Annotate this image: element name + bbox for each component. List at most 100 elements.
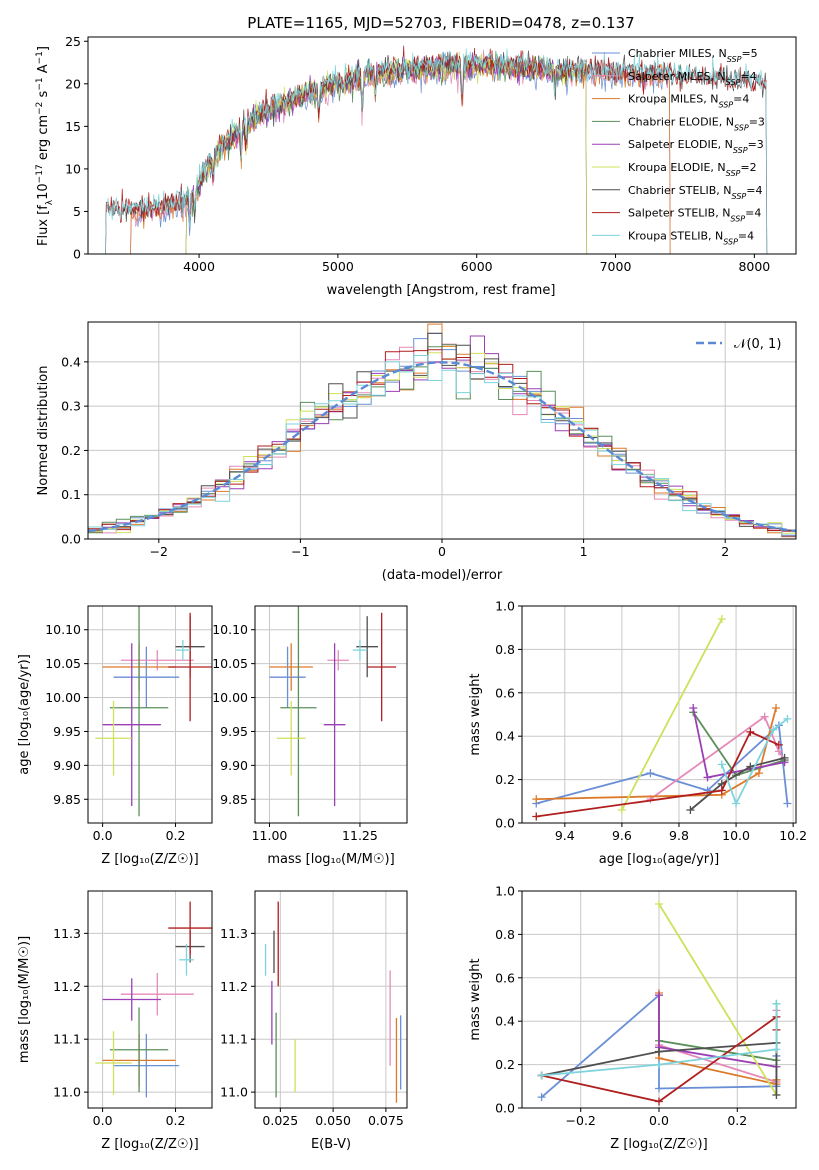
y-tick-label: 10.05 — [212, 656, 248, 671]
x-tick-label: 0.0 — [93, 828, 113, 843]
y-tick-label: 11.1 — [53, 1032, 81, 1047]
y-tick-label: 0.0 — [61, 532, 81, 547]
legend-tail: =2 — [740, 161, 756, 174]
weight-marker — [746, 727, 755, 736]
legend-tail: =4 — [740, 70, 756, 83]
x-tick-label: 10.2 — [779, 828, 807, 843]
chart-mass-weight-vs-Z: −0.2 0.0 0.2 0.0 0.2 0.4 0.6 0.8 1.0 Z [log₁₀(Z/Z… — [468, 884, 797, 1152]
x-tick-label: 0.2 — [166, 828, 186, 843]
weight-marker — [655, 1084, 663, 1093]
weight-marker — [732, 799, 741, 808]
y-tick-label: 9.95 — [53, 724, 81, 739]
x-tick-label: 0.050 — [315, 1113, 351, 1128]
x-axis-label: (data-model)/error — [382, 568, 503, 583]
y-tick-label: 11.0 — [53, 1085, 81, 1100]
legend-sub: SSP — [718, 100, 733, 109]
x-tick-label: 9.8 — [669, 828, 689, 843]
legend-tail: =4 — [746, 184, 762, 197]
x-tick-label: −1 — [291, 544, 309, 559]
y-tick-label: 0.3 — [61, 399, 81, 414]
y-axis-label: mass weight — [468, 673, 483, 755]
weight-marker — [717, 786, 726, 795]
x-tick-label: 0.0 — [649, 1113, 669, 1128]
legend-entry: Chabrier ELODIE, NSSP=3 — [628, 115, 765, 131]
axes-frame — [254, 605, 408, 824]
weight-marker — [537, 1071, 546, 1080]
y-axis-label-part: s — [36, 90, 51, 101]
legend-entry: Kroupa MILES, NSSP=4 — [628, 93, 749, 110]
legend-sub: SSP — [730, 214, 745, 223]
y-tick-label: 9.90 — [220, 758, 248, 773]
x-tick-label: −0.2 — [566, 1113, 596, 1128]
weight-marker — [746, 762, 755, 771]
weight-marker — [717, 615, 726, 624]
legend-entry: Salpeter ELODIE, NSSP=3 — [628, 138, 764, 155]
spectrum-line-chabrier-elodie — [185, 50, 588, 254]
y-axis-label-part: −1 — [35, 77, 45, 90]
weight-line — [658, 995, 777, 1068]
y-tick-label: 0.2 — [495, 772, 515, 787]
x-tick-label: 2 — [721, 544, 729, 559]
axes-frame — [521, 605, 797, 824]
chart-mass-weight-vs-age: 9.4 9.6 9.8 10.0 10.2 0.0 0.2 0.4 0.6 0.8 1.0 age [… — [468, 599, 807, 868]
y-axis-label: age [log₁₀(age/yr)] — [17, 654, 32, 775]
y-axis-label-part: −2 — [35, 102, 45, 115]
y-tick-label: 10.10 — [212, 622, 248, 637]
legend-tail: =4 — [738, 229, 754, 242]
x-tick-label: 0.2 — [727, 1113, 747, 1128]
y-tick-label: 11.0 — [220, 1085, 248, 1100]
weight-marker — [537, 1093, 546, 1102]
weight-marker — [655, 1097, 663, 1106]
chart-title: PLATE=1165, MJD=52703, FIBERID=0478, z=0… — [247, 14, 634, 32]
y-tick-label: 0.0 — [495, 816, 515, 831]
weight-marker — [532, 795, 541, 804]
legend-label: Salpeter STELIB, N — [628, 207, 730, 220]
x-tick-label: 10.0 — [722, 828, 750, 843]
y-tick-label: 9.95 — [220, 724, 248, 739]
legend-label: Chabrier ELODIE, N — [628, 115, 734, 128]
axes-frame — [87, 890, 213, 1109]
x-axis-label: mass [log₁₀(M/M☉)] — [267, 852, 394, 867]
axes-frame — [87, 605, 213, 824]
legend-entry: 𝒩(0, 1) — [734, 337, 781, 352]
axes-frame — [87, 321, 797, 540]
y-tick-label: 0.4 — [495, 729, 515, 744]
weight-marker — [783, 799, 792, 808]
y-axis-label-part: Flux [f — [36, 205, 51, 246]
x-tick-label: −2 — [150, 544, 168, 559]
legend-tail: =4 — [733, 93, 749, 106]
x-tick-label: 1 — [580, 544, 588, 559]
y-tick-label: 10.00 — [45, 690, 81, 705]
y-tick-label: 9.90 — [53, 758, 81, 773]
legend-entry: Salpeter MILES, NSSP=4 — [628, 70, 757, 87]
y-tick-label: 11.1 — [220, 1032, 248, 1047]
weight-marker — [772, 999, 781, 1008]
weight-line — [541, 1041, 778, 1095]
legend-label: Chabrier STELIB, N — [628, 184, 732, 197]
weight-marker — [655, 991, 663, 1000]
x-axis-label: Z [log₁₀(Z/Z☉)] — [610, 1137, 707, 1152]
plot-area — [88, 322, 796, 539]
y-axis-label-part: −17 — [35, 164, 45, 183]
y-axis-label-part: −1 — [35, 51, 45, 64]
legend-label: Salpeter MILES, N — [628, 70, 726, 83]
weight-marker — [783, 714, 792, 723]
y-tick-label: 0.2 — [495, 1057, 515, 1072]
x-axis-label: age [log₁₀(age/yr)] — [599, 852, 720, 867]
legend-sub: SSP — [733, 146, 748, 155]
y-tick-label: 10 — [65, 161, 81, 176]
y-tick-label: 25 — [65, 34, 81, 49]
y-axis-label-part: 10 — [36, 183, 51, 200]
plot-area — [88, 891, 212, 1108]
y-axis-label: mass weight — [468, 958, 483, 1040]
legend-tail: =5 — [741, 47, 757, 60]
chart-residuals: −2 −1 0 1 2 0.0 0.1 0.2 0.3 0.4 (data-model)/error… — [36, 321, 797, 583]
legend-label: Kroupa STELIB, N — [628, 229, 723, 242]
x-axis-label: E(B-V) — [311, 1137, 351, 1152]
y-axis-label-part: erg cm — [36, 115, 51, 164]
y-tick-label: 11.3 — [53, 926, 81, 941]
x-axis-label: Z [log₁₀(Z/Z☉)] — [101, 852, 198, 867]
legend-sub: SSP — [726, 77, 741, 86]
